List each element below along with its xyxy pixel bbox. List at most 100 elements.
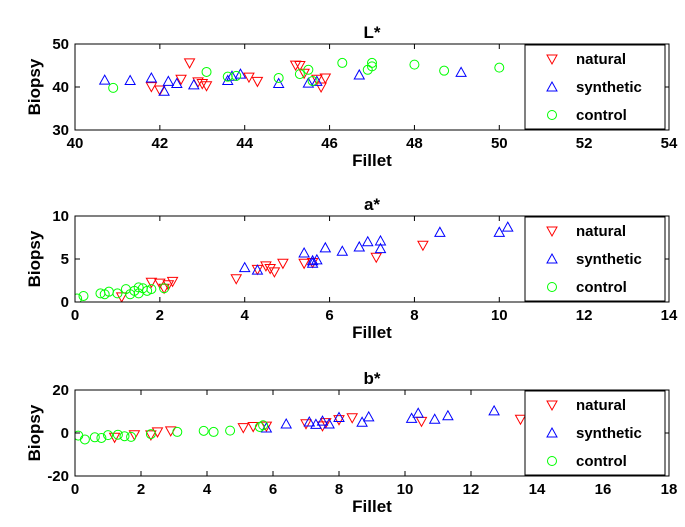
x-tick-label: 10 — [491, 307, 508, 324]
data-point-natural — [251, 76, 264, 88]
data-point-synthetic — [226, 70, 238, 81]
y-tick-label: 30 — [52, 122, 69, 139]
x-tick-label: 50 — [491, 135, 508, 152]
y-axis-label: Biopsy — [25, 58, 44, 115]
x-tick-label: 12 — [576, 307, 593, 324]
data-point-natural — [514, 414, 527, 426]
data-point-synthetic — [405, 412, 418, 423]
data-point-control — [133, 282, 144, 293]
data-point-synthetic — [353, 240, 366, 252]
data-point-synthetic — [319, 241, 332, 253]
legend-box — [524, 216, 666, 302]
data-point-natural — [319, 73, 332, 84]
x-tick-label: 8 — [410, 307, 418, 324]
data-point-synthetic — [238, 261, 251, 273]
legend-label-control: control — [576, 107, 627, 124]
data-point-natural — [183, 58, 196, 69]
data-point-synthetic — [306, 254, 319, 266]
data-point-control — [409, 59, 420, 70]
data-point-natural — [417, 240, 429, 252]
legend-box — [524, 390, 666, 476]
legend: natural synthetic control — [524, 216, 666, 302]
data-point-synthetic — [280, 417, 293, 429]
data-point-synthetic — [362, 410, 375, 422]
data-point-control — [126, 431, 137, 442]
data-point-natural — [294, 61, 306, 72]
legend-label-synthetic: synthetic — [576, 425, 642, 442]
x-tick-label: 42 — [152, 135, 169, 152]
data-point-control — [75, 293, 83, 302]
data-point-synthetic — [187, 78, 200, 90]
y-tick-label: 20 — [52, 382, 69, 399]
data-point-synthetic — [434, 226, 446, 237]
data-layer — [75, 404, 527, 445]
data-point-synthetic — [158, 85, 170, 96]
legend-box — [524, 44, 666, 130]
chart-panel-2: a* 0 2 4 6 8 10 12 14 0 5 10 Fillet Biopsy natural synt… — [25, 195, 678, 342]
x-tick-label: 2 — [137, 481, 145, 498]
data-point-synthetic — [374, 242, 387, 254]
data-point-natural — [333, 415, 345, 426]
data-point-synthetic — [323, 417, 335, 429]
data-point-natural — [310, 74, 323, 86]
data-point-control — [294, 69, 305, 80]
data-point-control — [198, 425, 209, 436]
x-tick-label: 0 — [71, 307, 79, 324]
legend-marker-natural — [546, 54, 558, 66]
data-point-natural — [260, 261, 272, 272]
data-point-synthetic — [353, 68, 366, 80]
x-axis-label: Fillet — [352, 323, 392, 342]
data-point-control — [362, 64, 373, 75]
x-axis-label: Fillet — [352, 151, 392, 170]
data-point-control — [258, 420, 269, 431]
data-point-natural — [145, 430, 157, 441]
x-tick-label: 0 — [71, 481, 79, 498]
chart-title: a* — [364, 195, 380, 214]
y-tick-label: 5 — [61, 251, 69, 268]
data-point-natural — [230, 274, 243, 285]
x-tick-label: 4 — [203, 481, 212, 498]
data-point-control — [145, 429, 156, 440]
data-point-control — [133, 288, 144, 299]
legend-label-natural: natural — [576, 223, 626, 240]
data-point-natural — [162, 280, 175, 291]
data-point-natural — [346, 413, 359, 424]
data-point-natural — [415, 416, 428, 428]
legend-marker-control — [547, 456, 557, 466]
data-point-natural — [145, 277, 158, 289]
data-point-natural — [237, 423, 250, 434]
legend-marker-synthetic — [546, 426, 558, 438]
data-point-synthetic — [302, 77, 315, 88]
data-point-synthetic — [374, 234, 387, 246]
data-point-synthetic — [298, 246, 310, 258]
legend-marker-control — [547, 282, 557, 292]
data-point-control — [307, 75, 318, 86]
legend-marker-natural — [546, 400, 558, 412]
legend-marker-natural — [546, 226, 558, 238]
data-point-control — [112, 429, 123, 440]
legend-marker-synthetic — [546, 252, 558, 264]
data-point-control — [112, 288, 123, 299]
data-point-synthetic — [272, 77, 285, 89]
x-tick-label: 10 — [397, 481, 414, 498]
data-point-natural — [251, 264, 264, 276]
data-point-natural — [264, 263, 277, 275]
y-tick-label: 10 — [52, 208, 69, 225]
x-tick-label: 14 — [661, 307, 678, 324]
x-tick-label: 18 — [661, 481, 678, 498]
data-point-control — [439, 65, 450, 76]
legend: natural synthetic control — [524, 390, 666, 476]
data-point-control — [172, 426, 183, 437]
data-point-control — [225, 425, 236, 436]
legend-marker-control — [547, 110, 557, 120]
data-point-synthetic — [170, 77, 183, 89]
y-axis-label: Biopsy — [25, 230, 44, 287]
data-point-control — [103, 430, 113, 441]
x-tick-label: 14 — [529, 481, 546, 498]
legend-marker-synthetic — [546, 80, 558, 92]
data-point-synthetic — [306, 257, 319, 268]
x-tick-label: 6 — [269, 481, 277, 498]
x-tick-label: 8 — [335, 481, 343, 498]
data-point-natural — [300, 419, 312, 430]
